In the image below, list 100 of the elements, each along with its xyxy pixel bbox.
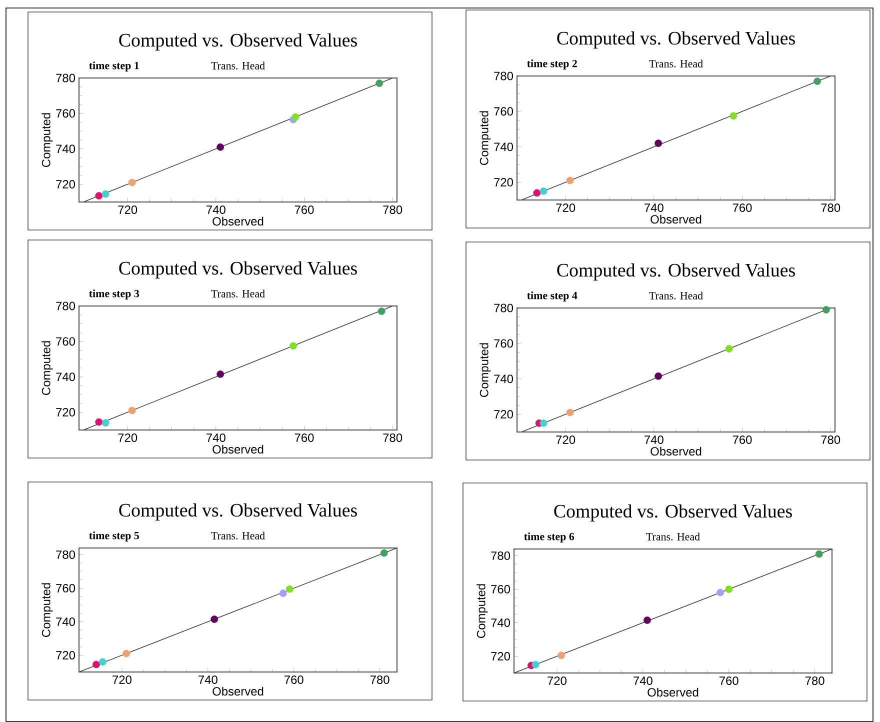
point [725, 586, 733, 593]
y-tick-label: 740 [56, 372, 76, 382]
x-tick-label: 720 [118, 206, 138, 214]
chart-title: Computed vs. Observed Values [557, 263, 795, 280]
x-tick-label: 740 [634, 676, 652, 685]
x-tick-label: 740 [644, 436, 664, 444]
point [122, 650, 130, 658]
y-tick-label: 760 [56, 337, 76, 346]
y-tick-label: 760 [494, 339, 514, 348]
point [725, 345, 733, 352]
chart-title: Computed vs. Observed Values [119, 33, 357, 50]
point [98, 658, 106, 666]
point [286, 585, 294, 593]
y-tick-label: 760 [491, 584, 510, 594]
point [532, 660, 540, 668]
point [102, 419, 110, 427]
x-tick-label: 780 [370, 676, 390, 684]
point [128, 178, 136, 186]
point [654, 140, 662, 147]
point [216, 370, 224, 378]
x-tick-label: 760 [284, 676, 304, 684]
point [654, 372, 662, 380]
point [376, 80, 384, 88]
x-tick-label: 780 [383, 434, 402, 442]
y-tick-label: 720 [56, 180, 76, 188]
x-tick-label: 720 [548, 676, 566, 685]
y-axis-title: Computed [42, 583, 53, 637]
y-tick-label: 760 [56, 584, 76, 592]
y-tick-label: 780 [56, 74, 76, 82]
text: time step 2 [527, 60, 577, 70]
chart-title: Computed vs. Observed Values [557, 31, 795, 48]
y-tick-label: 780 [56, 550, 76, 559]
point [644, 616, 651, 624]
y-tick-label: 780 [494, 304, 514, 312]
x-axis-title: Observed [648, 688, 698, 697]
point [210, 616, 218, 623]
text: time step 1 [89, 62, 139, 72]
y-tick-label: 780 [494, 72, 514, 80]
text: time step 5 [89, 532, 140, 542]
y-tick-label: 740 [494, 374, 514, 384]
x-axis-title: Observed [212, 686, 264, 696]
x-tick-label: 720 [112, 676, 132, 684]
point [92, 660, 100, 668]
y-tick-label: 740 [494, 142, 514, 152]
point [540, 419, 548, 427]
chart-title: Computed vs. Observed Values [119, 503, 357, 520]
x-tick-label: 760 [720, 676, 738, 685]
point [566, 408, 574, 416]
text: time step 6 [524, 532, 574, 542]
x-tick-label: 760 [732, 436, 752, 444]
x-tick-label: 740 [198, 676, 218, 684]
x-axis-title: Observed [650, 214, 702, 224]
x-tick-label: 720 [556, 204, 576, 212]
x-tick-label: 760 [294, 206, 314, 214]
y-axis-title: Computed [480, 111, 491, 165]
chart-subtitle: Trans. Head [649, 292, 703, 300]
point [128, 406, 136, 414]
y-tick-label: 760 [56, 109, 76, 118]
x-tick-label: 780 [821, 204, 840, 212]
chart-subtitle: Trans. Head [649, 60, 703, 68]
y-tick-label: 740 [56, 144, 76, 154]
x-axis-title: Observed [650, 446, 702, 456]
point [814, 78, 822, 86]
chart-subtitle: Trans. Head [211, 532, 265, 540]
point [716, 588, 724, 596]
x-tick-label: 720 [556, 436, 576, 444]
y-axis-title: Computed [476, 584, 488, 638]
text: time step 3 [89, 290, 140, 300]
x-tick-label: 740 [206, 206, 226, 214]
point [95, 192, 103, 200]
chart-title: Computed vs. Observed Values [554, 504, 792, 522]
y-tick-label: 780 [491, 551, 510, 560]
y-tick-label: 720 [494, 178, 514, 186]
x-tick-label: 780 [805, 676, 824, 685]
chart-title: Computed vs. Observed Values [119, 261, 357, 278]
x-axis-title: Observed [212, 216, 264, 226]
point [378, 308, 386, 315]
x-tick-label: 760 [732, 204, 752, 212]
y-axis-title: Computed [480, 343, 491, 397]
point [540, 187, 548, 195]
point [566, 176, 574, 184]
x-tick-label: 720 [118, 434, 138, 442]
point [822, 306, 830, 314]
x-tick-label: 780 [383, 206, 402, 214]
y-tick-label: 780 [56, 302, 76, 310]
point [292, 113, 300, 121]
y-axis-title: Computed [42, 113, 53, 167]
point [216, 143, 224, 151]
point [533, 189, 541, 197]
point [279, 590, 287, 597]
point [815, 550, 823, 558]
x-tick-label: 740 [644, 204, 664, 212]
chart-subtitle: Trans. Head [211, 62, 265, 70]
y-tick-label: 720 [494, 410, 514, 418]
point [730, 112, 738, 120]
y-tick-label: 720 [491, 652, 510, 660]
y-tick-label: 760 [494, 107, 514, 116]
y-tick-label: 720 [56, 408, 76, 416]
point [558, 652, 565, 660]
point [290, 342, 297, 350]
